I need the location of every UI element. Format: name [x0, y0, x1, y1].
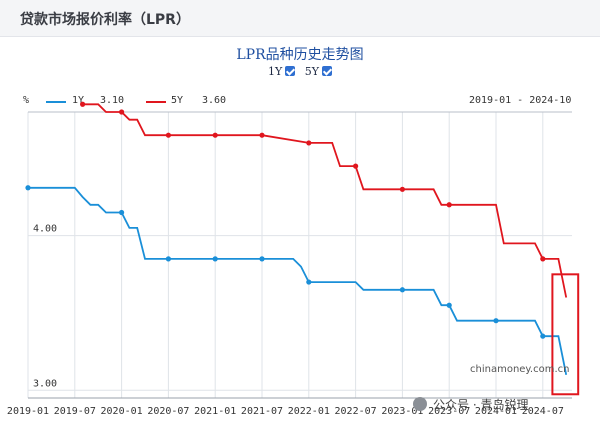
wechat-icon [413, 397, 427, 411]
y-unit-label: % [23, 95, 30, 106]
series-point-5y [259, 132, 265, 138]
series-point-1y [540, 333, 546, 339]
toggle-5y-label: 5Y [304, 65, 320, 78]
series-point-5y [353, 163, 359, 169]
series-point-1y [493, 318, 499, 324]
chart-title: LPR品种历史走势图 [236, 47, 364, 63]
y-tick-label: 3.00 [33, 378, 57, 389]
toggle-5y-checkbox[interactable] [322, 66, 333, 76]
series-point-5y [212, 132, 218, 138]
series-point-5y [399, 186, 405, 192]
series-point-1y [25, 185, 31, 191]
series-point-5y [446, 202, 452, 208]
series-point-1y [399, 287, 405, 293]
legend-label-5y: 5Y [171, 95, 184, 106]
page-title: 贷款市场报价利率（LPR） [20, 12, 190, 28]
date-range: 2019-01 - 2024-10 [469, 95, 572, 106]
x-tick-label: 2019-07 [54, 406, 96, 417]
toggle-1y-label: 1Y [267, 65, 283, 78]
y-tick-label: 4.00 [33, 224, 57, 235]
x-tick-label: 2023-01 [381, 406, 423, 417]
toggle-5y[interactable]: 5Y [304, 65, 333, 78]
chart-legend: % 1Y 3.10 5Y 3.60 2019-01 - 2024-10 [20, 95, 580, 111]
legend-swatch-5y [146, 101, 166, 103]
series-line-1y [28, 186, 568, 375]
series-point-1y [119, 209, 125, 216]
series-point-5y [165, 132, 171, 138]
source-watermark: chinamoney.com.cn [470, 364, 570, 375]
x-tick-label: 2024-07 [522, 406, 564, 417]
x-tick-label: 2020-07 [147, 406, 189, 417]
legend-swatch-1y [46, 101, 66, 103]
social-credit: 公众号 · 青岛锐理 [413, 396, 528, 413]
social-credit-text: 公众号 · 青岛锐理 [433, 398, 529, 412]
toggle-1y[interactable]: 1Y [267, 65, 296, 78]
toggle-1y-checkbox[interactable] [285, 66, 296, 76]
series-point-5y [80, 101, 86, 107]
page-header: 贷款市场报价利率（LPR） [0, 0, 600, 37]
series-point-1y [212, 256, 218, 262]
series-point-5y [119, 109, 125, 115]
highlight-box [551, 273, 580, 396]
x-tick-label: 2022-07 [335, 406, 377, 417]
series-point-1y [446, 302, 452, 308]
legend-value-5y: 3.60 [202, 95, 227, 106]
x-tick-label: 2024-01 [475, 406, 517, 417]
x-tick-label: 2021-07 [241, 406, 283, 417]
series-point-5y [540, 256, 546, 262]
series-point-1y [306, 279, 312, 285]
x-tick-label: 2022-01 [288, 406, 330, 417]
series-toggles: 1Y 5Y [0, 65, 600, 78]
series-point-1y [259, 256, 265, 262]
x-tick-label: 2019-01 [7, 406, 49, 417]
series-point-5y [306, 140, 312, 146]
legend-value-1y: 3.10 [100, 95, 125, 106]
x-tick-label: 2021-01 [194, 406, 236, 417]
series-line-5y [82, 103, 568, 298]
legend-label-1y: 1Y [72, 95, 85, 106]
series-point-1y [165, 256, 171, 262]
x-tick-label: 2020-01 [101, 406, 143, 417]
x-tick-label: 2023-07 [428, 406, 470, 417]
